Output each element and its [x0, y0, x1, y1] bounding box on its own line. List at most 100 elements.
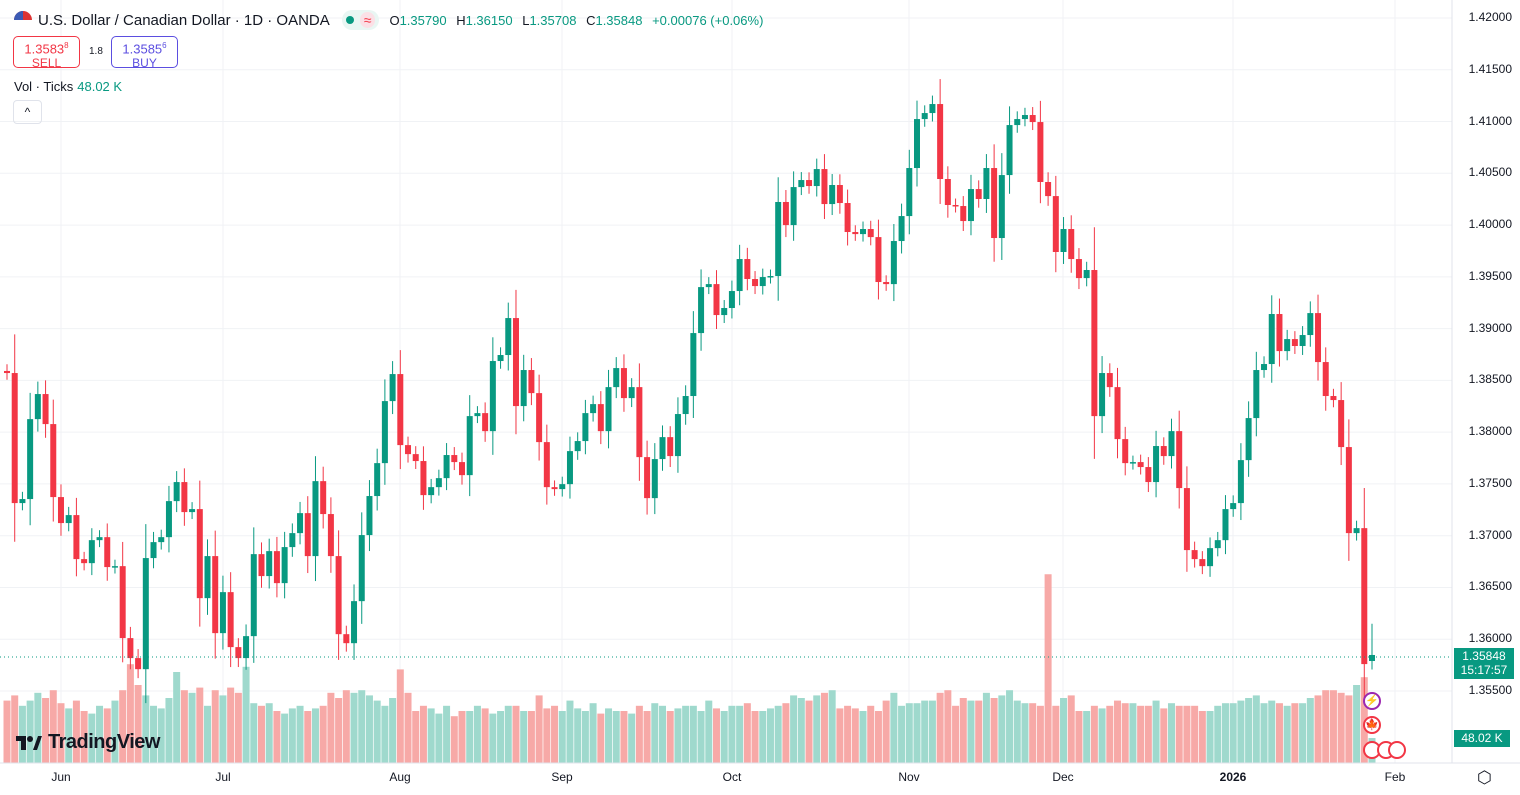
- candle-body: [836, 185, 843, 204]
- low-value: 1.35708: [529, 12, 577, 28]
- volume-bar: [1214, 705, 1222, 763]
- volume-bar: [26, 700, 34, 763]
- candle-body: [289, 533, 296, 548]
- volume-bar: [612, 711, 620, 763]
- candle-body: [1129, 462, 1136, 464]
- candle-body: [1106, 373, 1113, 388]
- candle-body: [405, 445, 412, 455]
- volume-bar: [1329, 690, 1337, 763]
- volume-bar: [250, 703, 258, 763]
- volume-bar: [404, 692, 412, 763]
- candle-body: [914, 119, 920, 169]
- candle-body: [135, 658, 142, 670]
- bar-countdown: 15:17:57: [1460, 663, 1508, 677]
- volume-bar: [1090, 705, 1098, 763]
- volume-bar: [527, 711, 535, 763]
- candle-body: [389, 374, 396, 402]
- volume-bar: [242, 666, 250, 763]
- candle-body: [829, 185, 836, 205]
- candle-body: [1199, 559, 1206, 567]
- volume-bar: [697, 711, 705, 763]
- volume-bar: [497, 711, 505, 763]
- symbol-title[interactable]: U.S. Dollar / Canadian Dollar · 1D · OAN…: [38, 11, 330, 29]
- candle-body: [158, 537, 165, 543]
- volume-bar: [682, 705, 690, 763]
- candle-body: [1338, 400, 1345, 448]
- volume-bar: [967, 700, 975, 763]
- candle-body: [898, 216, 905, 242]
- volume-bar: [589, 703, 597, 763]
- candle-body: [327, 514, 334, 557]
- volume-bar: [1283, 705, 1291, 763]
- volume-bar: [111, 700, 119, 763]
- volume-bar: [211, 690, 219, 763]
- volume-bar: [990, 698, 998, 763]
- candle-body: [798, 180, 805, 188]
- volume-bar: [1152, 700, 1160, 763]
- volume-bar: [705, 700, 713, 763]
- canada-flag-event-icon[interactable]: 🍁: [1363, 716, 1381, 734]
- volume-bar: [219, 695, 227, 763]
- market-open-dot-icon: [345, 16, 354, 24]
- volume-bar: [1353, 685, 1361, 763]
- time-tick: Jun: [51, 770, 71, 784]
- candle-body: [1284, 339, 1291, 352]
- candle-body: [543, 442, 550, 488]
- buy-button[interactable]: 1.35856 BUY: [111, 36, 178, 70]
- tradingview-logo[interactable]: TradingView: [16, 731, 160, 754]
- candle-body: [605, 387, 612, 432]
- volume-bar: [905, 703, 913, 763]
- volume-bar: [728, 705, 736, 763]
- sell-button[interactable]: 1.35838 SELL: [13, 36, 80, 71]
- current-price-label: 1.35848 15:17:57: [1454, 648, 1514, 679]
- volume-bar: [543, 708, 551, 763]
- lightning-event-icon[interactable]: ⚡: [1363, 692, 1381, 710]
- volume-bar: [898, 705, 906, 763]
- us-flag-event-icon[interactable]: [1388, 741, 1406, 759]
- candle-body: [466, 416, 473, 476]
- close-label: C: [586, 12, 596, 28]
- candle-body: [1145, 467, 1152, 483]
- volume-bar: [1314, 695, 1322, 763]
- volume-bar: [1260, 703, 1268, 763]
- volume-bar: [844, 705, 852, 763]
- volume-bar: [96, 705, 104, 763]
- collapse-legend-button[interactable]: ^: [13, 100, 42, 124]
- volume-bar: [581, 711, 589, 763]
- candle-body: [1261, 364, 1268, 371]
- volume-bar: [959, 698, 967, 763]
- volume-legend[interactable]: Vol · Ticks 48.02 K: [14, 79, 122, 94]
- volume-bar: [512, 705, 520, 763]
- volume-bar: [1021, 703, 1029, 763]
- candle-body: [88, 540, 95, 564]
- volume-bar: [1306, 698, 1314, 763]
- settings-icon[interactable]: ⬡: [1477, 768, 1492, 787]
- status-pill[interactable]: ≈: [341, 10, 380, 30]
- sell-label: SELL: [31, 56, 62, 71]
- volume-bar: [928, 700, 936, 763]
- volume-bar: [659, 705, 667, 763]
- volume-bar: [1175, 705, 1183, 763]
- candle-body: [181, 482, 188, 513]
- volume-bar: [635, 705, 643, 763]
- buy-price: 1.3585: [122, 41, 163, 57]
- volume-bar: [1121, 703, 1129, 763]
- candle-body: [960, 206, 967, 222]
- volume-bar: [80, 711, 88, 763]
- volume-bar: [736, 705, 744, 763]
- high-value: 1.36150: [465, 12, 513, 28]
- candle-body: [1037, 122, 1044, 183]
- volume-bar: [851, 708, 859, 763]
- volume-bar: [751, 711, 759, 763]
- candle-body: [628, 387, 635, 399]
- volume-bar: [157, 708, 165, 763]
- volume-bar: [712, 708, 720, 763]
- volume-bar: [689, 705, 697, 763]
- candle-body: [1268, 314, 1275, 365]
- candle-body: [1160, 446, 1167, 457]
- candle-body: [890, 241, 897, 285]
- volume-bar: [720, 711, 728, 763]
- time-tick: Dec: [1052, 770, 1074, 784]
- candles: [4, 79, 1375, 705]
